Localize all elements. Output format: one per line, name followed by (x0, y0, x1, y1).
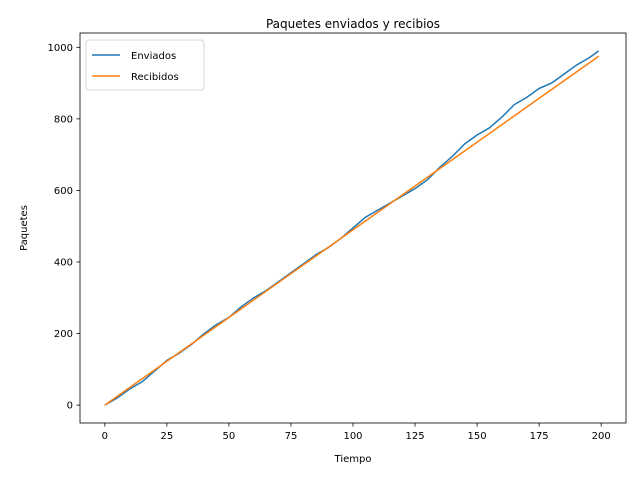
y-tick-label: 200 (54, 329, 73, 340)
legend-label-enviados: Enviados (131, 51, 176, 62)
legend-box (85, 39, 205, 91)
x-tick-label: 50 (223, 431, 236, 442)
y-axis: 0 200 400 600 800 1000 (48, 43, 80, 412)
x-tick-label: 175 (530, 431, 549, 442)
x-axis-label: Tiempo (334, 454, 372, 465)
y-tick-label: 800 (54, 114, 73, 125)
x-tick-label: 25 (160, 431, 173, 442)
series-layer (104, 50, 600, 406)
y-tick-label: 400 (54, 257, 73, 268)
legend-label-recibidos: Recibidos (131, 72, 179, 83)
x-tick-label: 0 (102, 431, 108, 442)
y-tick-label: 0 (67, 401, 73, 412)
y-axis-label: Paquetes (19, 205, 30, 251)
x-tick-label: 75 (285, 431, 298, 442)
series-line-recibidos (104, 55, 600, 406)
x-axis: 0 25 50 75 100 125 150 175 200 (102, 423, 611, 442)
x-tick-label: 150 (468, 431, 487, 442)
x-tick-label: 200 (592, 431, 611, 442)
y-tick-label: 600 (54, 186, 73, 197)
chart-title: Paquetes enviados y recibios (266, 17, 440, 31)
y-tick-label: 1000 (48, 43, 73, 54)
x-tick-label: 125 (405, 431, 424, 442)
x-tick-label: 100 (343, 431, 362, 442)
legend: Enviados Recibidos (85, 39, 205, 91)
